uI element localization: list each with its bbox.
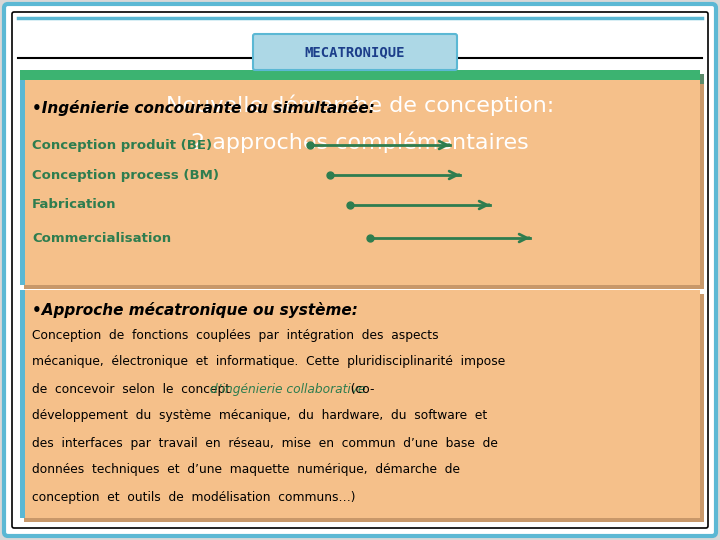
Text: mécanique,  électronique  et  informatique.  Cette  pluridisciplinarité  impose: mécanique, électronique et informatique.… <box>32 355 505 368</box>
Text: conception  et  outils  de  modélisation  communs…): conception et outils de modélisation com… <box>32 490 356 503</box>
Bar <box>20 290 25 518</box>
FancyBboxPatch shape <box>24 74 704 174</box>
Text: développement  du  système  mécanique,  du  hardware,  du  software  et: développement du système mécanique, du h… <box>32 409 487 422</box>
FancyBboxPatch shape <box>24 294 704 522</box>
FancyBboxPatch shape <box>4 4 716 536</box>
Text: Fabrication: Fabrication <box>32 199 117 212</box>
Text: des  interfaces  par  travail  en  réseau,  mise  en  commun  d’une  base  de: des interfaces par travail en réseau, mi… <box>32 436 498 449</box>
FancyBboxPatch shape <box>20 290 700 518</box>
Text: de  concevoir  selon  le  concept: de concevoir selon le concept <box>32 382 238 395</box>
Text: Commercialisation: Commercialisation <box>32 232 171 245</box>
Text: Conception process (BM): Conception process (BM) <box>32 168 219 181</box>
Text: 2 approches complémentaires: 2 approches complémentaires <box>191 131 529 153</box>
Text: d’ingénierie collaborative: d’ingénierie collaborative <box>210 382 366 395</box>
FancyBboxPatch shape <box>20 70 700 170</box>
Text: Nouvelle démarche de conception:: Nouvelle démarche de conception: <box>166 94 554 116</box>
FancyBboxPatch shape <box>253 34 457 70</box>
Bar <box>20 80 25 285</box>
Text: •Ingénierie concourante ou simultanée:: •Ingénierie concourante ou simultanée: <box>32 100 375 116</box>
Text: données  techniques  et  d’une  maquette  numérique,  démarche  de: données techniques et d’une maquette num… <box>32 463 460 476</box>
Text: Conception  de  fonctions  couplées  par  intégration  des  aspects: Conception de fonctions couplées par int… <box>32 328 438 341</box>
Text: MECATRONIQUE: MECATRONIQUE <box>305 45 405 59</box>
Text: Conception produit (BE): Conception produit (BE) <box>32 138 212 152</box>
Text: •Approche mécatronique ou système:: •Approche mécatronique ou système: <box>32 302 358 318</box>
FancyBboxPatch shape <box>20 80 700 285</box>
Text: (co-: (co- <box>343 382 374 395</box>
FancyBboxPatch shape <box>24 84 704 289</box>
